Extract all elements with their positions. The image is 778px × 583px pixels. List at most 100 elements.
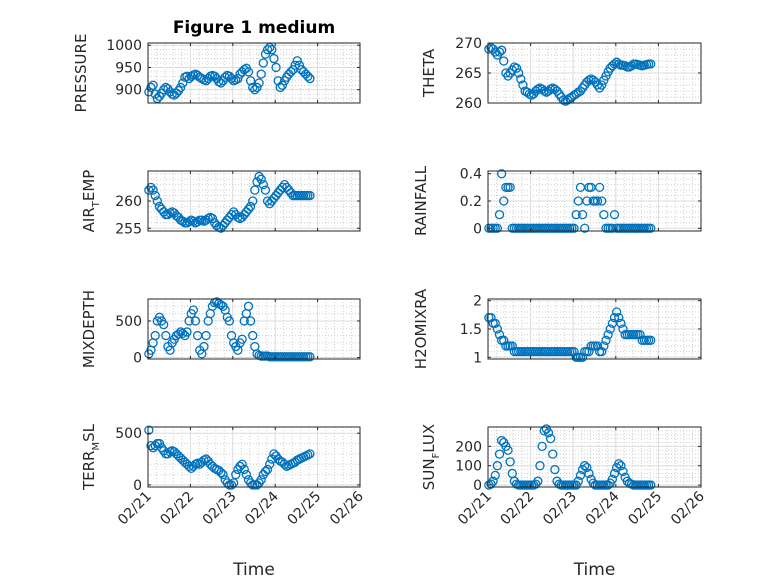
axes-background [148, 427, 360, 487]
y-tick-label: 1.5 [460, 322, 482, 338]
data-point [214, 77, 224, 87]
data-point [152, 196, 162, 206]
data-point [490, 470, 500, 481]
series-mixdepth [144, 297, 315, 362]
data-point [290, 60, 300, 70]
data-point [597, 80, 607, 90]
y-tick-label: 0 [133, 478, 142, 494]
data-point [618, 466, 628, 477]
data-point [616, 461, 626, 471]
data-point [256, 69, 266, 79]
data-point [584, 75, 594, 85]
data-point [226, 73, 237, 84]
subplot-terr-msl: 0 500 02/21 02/22 02/23 02/24 02/25 02/26 TERRMS… [80, 423, 367, 580]
data-point [548, 449, 558, 459]
data-point [492, 324, 503, 334]
data-point [305, 190, 315, 201]
data-point [233, 73, 243, 84]
x-tick-label: 02/25 [625, 489, 665, 529]
data-point [601, 335, 611, 345]
data-point [537, 441, 547, 452]
x-tick-label: 02/23 [540, 489, 580, 529]
minor-grid [148, 427, 360, 487]
axes-box [147, 298, 361, 360]
subplot-sun-flux: 0 100 200 02/21 02/22 02/23 02/24 02/25 02/26 SUN… [420, 424, 708, 580]
data-point [505, 457, 515, 467]
data-point [294, 60, 305, 70]
data-point [550, 464, 560, 475]
y-tick-label: 1000 [106, 38, 142, 54]
data-point [486, 479, 496, 489]
data-point [148, 185, 158, 195]
x-tick-label: 02/25 [285, 489, 325, 529]
data-point [646, 223, 656, 233]
subplot-pressure: 900 950 1000 PRESSURE Figure 1 medium [72, 18, 361, 112]
subplot-rainfall: 0 0.2 0.4 RAINFALL [412, 165, 702, 237]
data-point [597, 346, 607, 357]
subplot-mixdepth: 0 500 MIXDEPTH [80, 290, 361, 368]
data-point [245, 76, 256, 86]
data-point [531, 479, 541, 489]
data-point [292, 56, 302, 66]
data-point [178, 328, 188, 339]
data-point [250, 185, 260, 195]
data-point [146, 182, 156, 193]
data-point [584, 468, 594, 479]
data-point [620, 61, 630, 71]
data-point [646, 480, 656, 490]
data-point [201, 330, 211, 341]
data-point [514, 68, 524, 78]
data-point [260, 49, 271, 59]
y-axis-label: MIXDEPTH [80, 290, 98, 368]
data-point [144, 185, 154, 195]
data-point [248, 82, 258, 93]
data-point [241, 469, 252, 480]
y-tick-label: 500 [115, 426, 142, 442]
y-tick-label: 0.2 [460, 194, 482, 210]
data-point [505, 182, 515, 193]
data-point [571, 209, 581, 220]
y-tick-label: 0 [473, 221, 482, 237]
series-rainfall [484, 169, 656, 233]
data-point [258, 58, 268, 68]
data-point [237, 334, 247, 344]
y-tick-label: 255 [115, 221, 142, 237]
data-point [577, 209, 588, 220]
data-point [250, 85, 260, 95]
data-point [199, 341, 209, 352]
data-point [494, 209, 505, 220]
data-point [533, 476, 543, 486]
series-terr-msl [144, 425, 315, 490]
data-point [492, 461, 503, 471]
data-point [609, 313, 620, 323]
data-point [245, 316, 256, 326]
data-point [150, 190, 160, 201]
x-axis-label: Time [573, 560, 616, 580]
subplot-air-temp: 255 260 AIRTEMP [80, 170, 361, 237]
data-point [144, 425, 154, 435]
data-point [646, 59, 656, 69]
data-point [159, 85, 169, 95]
data-point [609, 59, 620, 69]
data-point [503, 445, 513, 455]
y-axis-label: TERRMSL [80, 423, 102, 491]
data-point [509, 62, 520, 72]
data-point [277, 80, 288, 90]
data-point [150, 440, 160, 451]
data-point [599, 341, 609, 351]
data-point [182, 327, 192, 337]
data-point [609, 468, 620, 479]
data-point [207, 213, 218, 224]
y-axis-label: SUNFLUX [420, 424, 442, 490]
data-point [499, 196, 509, 206]
data-point [224, 316, 235, 326]
data-point [580, 461, 590, 471]
data-point [603, 330, 613, 340]
data-point [243, 301, 254, 311]
data-point [580, 223, 590, 233]
data-point [594, 182, 605, 193]
data-point [192, 217, 203, 227]
x-tick-label: 02/22 [498, 489, 538, 529]
data-point [243, 67, 254, 77]
